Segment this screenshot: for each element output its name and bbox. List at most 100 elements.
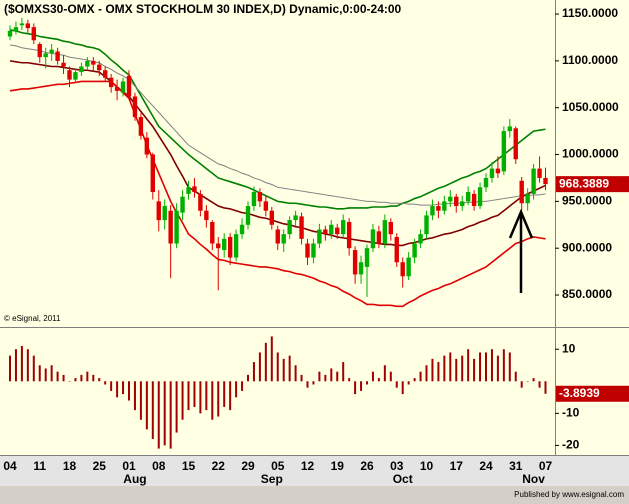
plot-background (0, 0, 629, 455)
month-label: Oct (393, 472, 413, 486)
month-label: Nov (522, 472, 545, 486)
oscillator-bar (479, 352, 482, 382)
arrow-annotation (508, 208, 534, 293)
oscillator-bar (502, 349, 505, 382)
oscillator-bar (181, 381, 184, 420)
x-tick-label: 15 (182, 459, 196, 473)
candle-body (483, 177, 489, 188)
candle-body (186, 187, 191, 194)
candle-body (418, 234, 423, 244)
candle-body (341, 220, 346, 235)
oscillator-bar (264, 342, 267, 382)
oscillator-bar (229, 381, 232, 411)
candle-body (19, 23, 25, 26)
oscillator-bar (425, 365, 428, 382)
oscillator-bar (56, 371, 59, 382)
y-tick-label: 950.0000 (562, 194, 612, 208)
oscillator-bar (151, 381, 154, 439)
candle-body (37, 44, 42, 58)
oscillator-bar (252, 362, 255, 382)
oscillator-bar (98, 378, 101, 382)
oscillator-bar (276, 352, 279, 382)
candle-body (210, 221, 215, 244)
candle-body (382, 220, 388, 244)
candle-body (317, 229, 322, 244)
x-tick-label: 19 (331, 459, 345, 473)
candle-body (85, 60, 90, 67)
candle-body (245, 206, 251, 225)
candle-body (67, 70, 72, 80)
candle-body (329, 224, 334, 235)
oscillator-bar (193, 381, 196, 407)
candle-body (477, 187, 483, 207)
candle-body (293, 215, 298, 221)
candle-body (394, 236, 399, 263)
oscillator-bar (270, 336, 273, 382)
candle-body (198, 193, 203, 211)
candle-body (531, 168, 536, 194)
oscillator-bar (377, 378, 380, 382)
oscillator-bar (235, 381, 238, 398)
candle-body (489, 168, 495, 178)
candle-body (49, 49, 54, 54)
candle-body (204, 210, 209, 221)
oscillator-bar (401, 381, 404, 395)
oscillator-bar (360, 381, 363, 391)
y-tick-label: -20 (562, 438, 580, 452)
oscillator-bar (455, 358, 458, 382)
candle-body (73, 72, 78, 80)
oscillator-bar (86, 371, 89, 382)
x-tick-label: 17 (450, 459, 464, 473)
y-tick-label: 900.0000 (562, 240, 612, 254)
oscillator-bar (467, 349, 470, 382)
candle-body (448, 196, 453, 202)
oscillator-bar (74, 378, 77, 382)
last-value-label: -3.8939 (559, 386, 600, 400)
oscillator-bar (288, 355, 291, 382)
candle-body (287, 220, 292, 235)
oscillator-bar (116, 381, 119, 398)
oscillator-bar (38, 365, 41, 382)
candle-body (376, 231, 382, 244)
oscillator-bar (383, 365, 386, 382)
oscillator-bar (26, 349, 29, 382)
candle-body (430, 206, 435, 216)
candle-body (281, 234, 286, 244)
candle-body (13, 27, 19, 31)
candle-body (507, 126, 512, 132)
candle-body (305, 243, 310, 258)
oscillator-bar (211, 381, 214, 420)
oscillator-bar (139, 381, 142, 420)
oscillator-bar (318, 371, 321, 382)
candle-body (132, 96, 138, 118)
candle-body (55, 51, 60, 61)
oscillator-bar (520, 381, 523, 388)
x-tick-label: 25 (93, 459, 107, 473)
oscillator-bar (128, 381, 130, 401)
candle-body (162, 206, 167, 221)
oscillator-bar (223, 381, 226, 407)
candle-body (454, 196, 459, 207)
candle-body (400, 262, 405, 277)
oscillator-bar (407, 381, 410, 385)
oscillator-bar (157, 381, 160, 449)
oscillator-bar (133, 381, 136, 411)
candle-body (299, 216, 304, 239)
candle-body (501, 131, 507, 172)
oscillator-bar (44, 368, 47, 382)
oscillator-bar (366, 381, 368, 385)
candle-body (126, 75, 132, 97)
candle-body (156, 201, 161, 221)
x-tick-label: 04 (3, 459, 17, 473)
candle-body (323, 229, 328, 235)
candle-body (460, 201, 465, 207)
oscillator-bar (32, 355, 35, 382)
footer: Published by www.esignal.com (514, 490, 624, 499)
marks (7, 17, 548, 449)
candle-body (257, 192, 263, 202)
candle-body (103, 70, 108, 78)
oscillator-bar (371, 371, 374, 382)
candle-body (275, 229, 280, 244)
axes: 04 11 18 25 01 08 15 22 29 05 12 19 26 03 10 17 24 31 07 Au… (3, 6, 629, 486)
